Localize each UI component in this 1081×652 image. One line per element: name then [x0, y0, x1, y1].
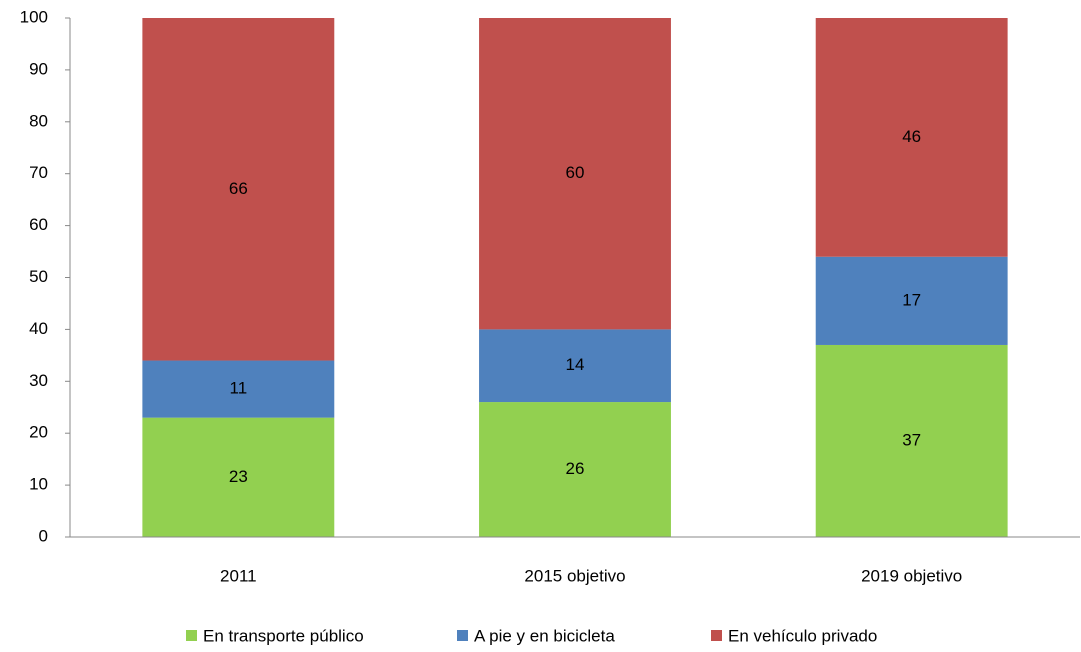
y-tick-label: 80 [29, 111, 48, 130]
x-tick-label: 2015 objetivo [524, 566, 625, 585]
data-label: 14 [566, 355, 585, 374]
legend-swatch [711, 630, 722, 641]
x-tick-label: 2011 [220, 566, 257, 585]
x-tick-label: 2019 objetivo [861, 566, 962, 585]
bar-segment [479, 329, 671, 403]
data-label: 60 [566, 163, 585, 182]
legend-label: A pie y en bicicleta [474, 626, 615, 645]
data-label: 66 [229, 179, 248, 198]
bar-segment [142, 360, 335, 418]
data-label: 37 [902, 430, 921, 449]
y-tick-label: 70 [29, 163, 48, 182]
data-label: 46 [902, 127, 921, 146]
data-label: 17 [902, 290, 921, 309]
legend-label: En vehículo privado [728, 626, 877, 645]
bar-segment [142, 18, 335, 361]
y-tick-label: 10 [29, 475, 48, 494]
legend-swatch [186, 630, 197, 641]
data-label: 23 [229, 467, 248, 486]
y-tick-label: 20 [29, 423, 48, 442]
y-tick-label: 0 [39, 526, 48, 545]
legend-label: En transporte público [203, 626, 364, 645]
y-tick-label: 60 [29, 215, 48, 234]
y-tick-label: 100 [20, 7, 48, 26]
data-label: 11 [230, 379, 248, 398]
bar-segment [479, 18, 671, 330]
bar-segment [142, 417, 335, 537]
legend-swatch [457, 630, 468, 641]
bar-segment [815, 344, 1008, 537]
bar-segment [479, 402, 671, 537]
y-tick-label: 90 [29, 59, 48, 78]
y-tick-label: 40 [29, 319, 48, 338]
data-label: 26 [566, 459, 585, 478]
bar-segment [815, 18, 1008, 257]
y-tick-label: 30 [29, 371, 48, 390]
bar-segment [815, 256, 1008, 345]
y-tick-label: 50 [29, 267, 48, 286]
